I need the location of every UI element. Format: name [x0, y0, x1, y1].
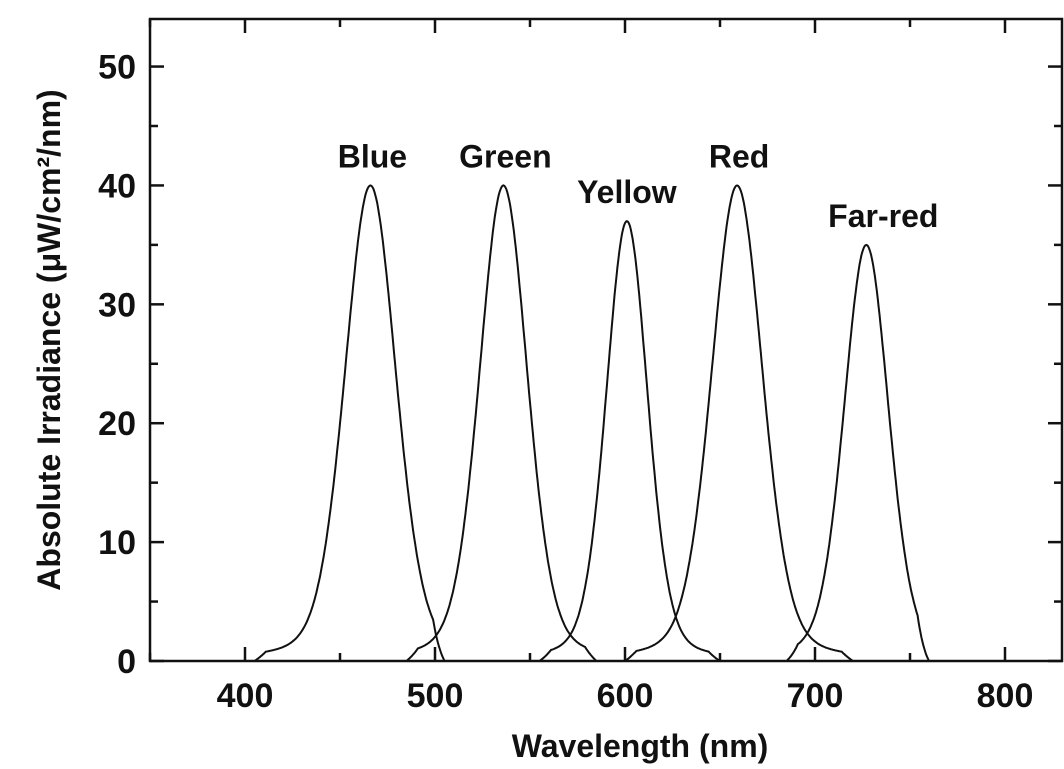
x-tick-label: 700	[787, 677, 844, 715]
x-axis-title: Wavelength (nm)	[512, 728, 769, 764]
y-tick-label: 30	[98, 286, 136, 324]
series-line-green	[405, 184, 598, 662]
y-tick-label: 40	[98, 167, 136, 205]
x-tick-label: 600	[597, 677, 654, 715]
series-line-yellow	[538, 219, 721, 662]
tick-labels: 400 500 600 700 800 0 10 20 30 40 50	[98, 49, 1033, 715]
peak-label-blue: Blue	[338, 138, 407, 174]
y-tick-label: 50	[98, 49, 136, 87]
x-tick-label: 500	[407, 677, 464, 715]
x-tick-label: 800	[977, 677, 1034, 715]
plot-frame	[148, 17, 1064, 663]
series-line-red	[624, 184, 854, 662]
y-tick-label: 20	[98, 405, 136, 443]
peak-label-yellow: Yellow	[577, 174, 677, 210]
series-line-far-red	[785, 243, 930, 662]
x-tick-label: 400	[217, 677, 274, 715]
axis-ticks	[148, 19, 1062, 663]
y-tick-label: 10	[98, 524, 136, 562]
spectral-curves	[253, 184, 930, 662]
peak-label-red: Red	[709, 138, 769, 174]
peak-labels: Blue Green Yellow Red Far-red	[338, 138, 939, 233]
peak-label-green: Green	[459, 138, 551, 174]
y-tick-label: 0	[117, 643, 136, 681]
series-line-blue	[253, 184, 446, 662]
y-axis-title: Absolute Irradiance (μW/cm²/nm)	[31, 89, 67, 590]
peak-label-far-red: Far-red	[828, 198, 938, 234]
